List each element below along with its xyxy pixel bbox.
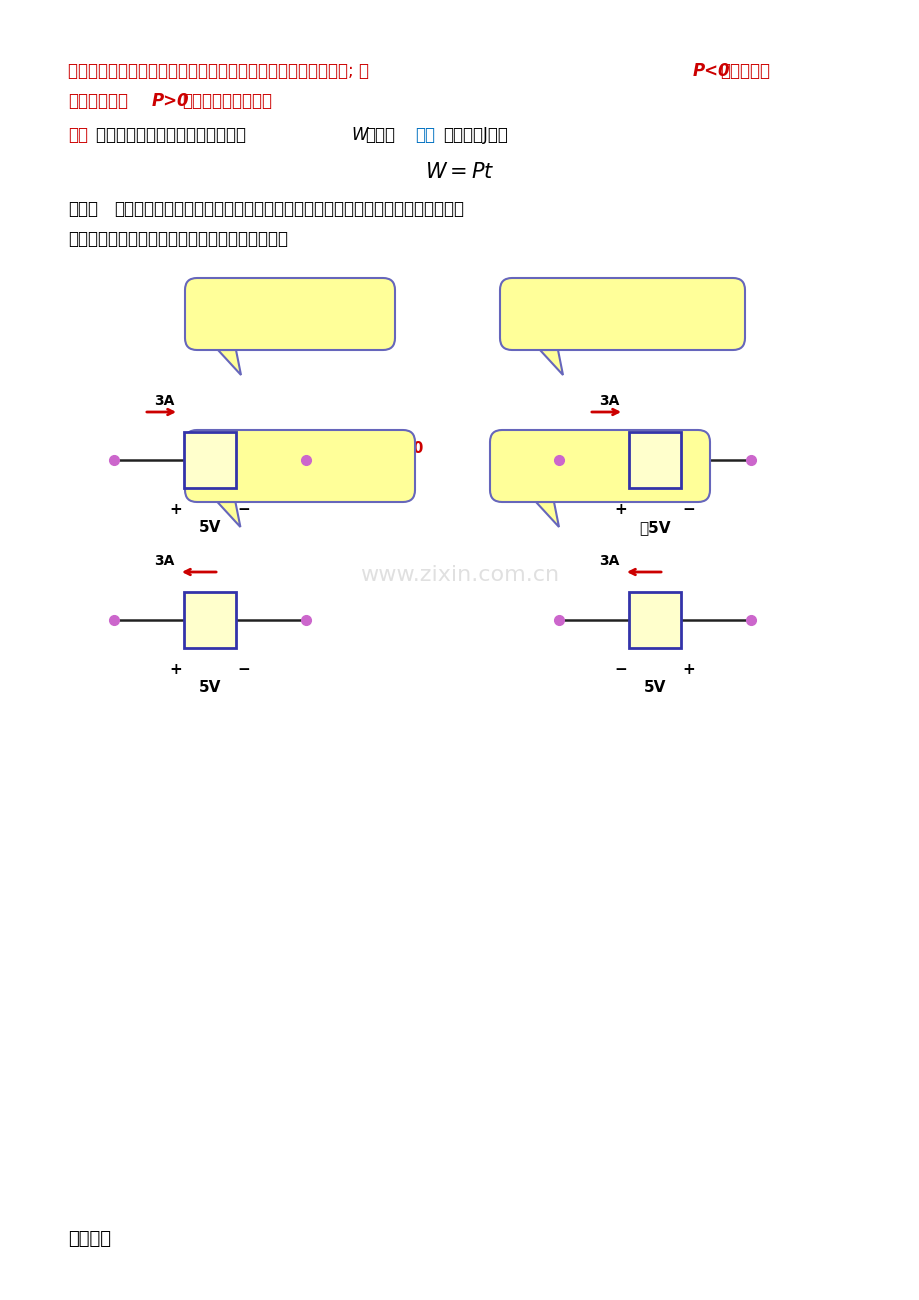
Text: 【例】: 【例】 xyxy=(68,200,98,218)
FancyBboxPatch shape xyxy=(185,430,414,502)
Text: P=－: P=－ xyxy=(509,289,541,303)
Text: 电能: 电能 xyxy=(68,126,88,144)
Text: 释放功率: 释放功率 xyxy=(283,465,319,481)
Text: －5V: －5V xyxy=(639,520,670,536)
Polygon shape xyxy=(217,502,240,526)
Polygon shape xyxy=(539,350,562,374)
Text: 吸收功率: 吸收功率 xyxy=(587,465,624,481)
Text: 关联参考方向下，式中取正号，非关联参考方向下，式中取负号; 若: 关联参考方向下，式中取正号，非关联参考方向下，式中取负号; 若 xyxy=(68,62,374,81)
FancyBboxPatch shape xyxy=(490,430,709,502)
FancyBboxPatch shape xyxy=(184,432,236,488)
Text: 元件实际上是: 元件实际上是 xyxy=(195,315,249,329)
Text: =5V×3A=15W>0: =5V×3A=15W>0 xyxy=(543,439,682,455)
FancyBboxPatch shape xyxy=(629,432,680,488)
Text: UI: UI xyxy=(550,289,572,303)
FancyBboxPatch shape xyxy=(184,592,236,647)
FancyBboxPatch shape xyxy=(185,278,394,350)
Text: −: − xyxy=(237,662,250,677)
Text: +: + xyxy=(169,662,182,677)
Text: 释放功率: 释放功率 xyxy=(597,315,634,329)
Text: 是焦耳（J）。: 是焦耳（J）。 xyxy=(443,126,507,144)
FancyBboxPatch shape xyxy=(629,592,680,647)
Text: P>0: P>0 xyxy=(152,92,189,111)
Text: P=UI: P=UI xyxy=(195,289,235,303)
Text: −: − xyxy=(614,662,627,677)
Text: 表示。: 表示。 xyxy=(365,126,394,144)
Text: +: + xyxy=(682,662,695,677)
Text: 吸收功率: 吸收功率 xyxy=(283,315,319,329)
Text: 【重点】: 【重点】 xyxy=(68,1230,111,1248)
Text: 元件实际上是: 元件实际上是 xyxy=(499,465,554,481)
Text: 3A: 3A xyxy=(598,554,618,568)
Text: 件释放功率，: 件释放功率， xyxy=(68,92,128,111)
Text: 表示元件吸收功率。: 表示元件吸收功率。 xyxy=(182,92,272,111)
Text: =－5V×3A=－15 W<0: =－5V×3A=－15 W<0 xyxy=(262,439,423,455)
Text: 如图所示，用方框代表某一电路元件，其电压、电流如图中所示。求图中各元件: 如图所示，用方框代表某一电路元件，其电压、电流如图中所示。求图中各元件 xyxy=(114,200,463,218)
Text: P=UI: P=UI xyxy=(499,439,539,455)
Text: 3A: 3A xyxy=(153,554,175,568)
Polygon shape xyxy=(536,502,559,526)
Text: =5V×3A=15 W>0: =5V×3A=15 W>0 xyxy=(239,289,382,303)
Text: 5V: 5V xyxy=(199,680,221,696)
Text: P=－: P=－ xyxy=(195,439,232,455)
Text: +: + xyxy=(614,502,627,517)
Text: W: W xyxy=(351,126,367,144)
Text: −: − xyxy=(682,502,695,517)
Text: P<0: P<0 xyxy=(692,62,730,81)
Text: 单位: 单位 xyxy=(414,126,435,144)
Text: 3A: 3A xyxy=(153,394,175,408)
Text: 5V: 5V xyxy=(643,680,665,696)
Text: 功率，并说明该元件实际上是吸收还是释放功率。: 功率，并说明该元件实际上是吸收还是释放功率。 xyxy=(68,230,288,248)
Text: 元件实际上是: 元件实际上是 xyxy=(509,315,564,329)
Text: =－5V×3A=－15 W<0: =－5V×3A=－15 W<0 xyxy=(574,289,735,303)
Text: +: + xyxy=(169,502,182,517)
Text: 5V: 5V xyxy=(199,520,221,536)
Text: 等于电场力所做的功，用大写字母: 等于电场力所做的功，用大写字母 xyxy=(96,126,251,144)
Text: 时则表示元: 时则表示元 xyxy=(720,62,769,81)
Text: 3A: 3A xyxy=(598,394,618,408)
Polygon shape xyxy=(218,350,241,374)
Text: −: − xyxy=(237,502,250,517)
Text: www.zixin.com.cn: www.zixin.com.cn xyxy=(360,566,559,585)
Text: UI: UI xyxy=(240,439,257,455)
Text: $W = Pt$: $W = Pt$ xyxy=(425,162,494,182)
Text: 元件实际上是: 元件实际上是 xyxy=(195,465,249,481)
FancyBboxPatch shape xyxy=(499,278,744,350)
